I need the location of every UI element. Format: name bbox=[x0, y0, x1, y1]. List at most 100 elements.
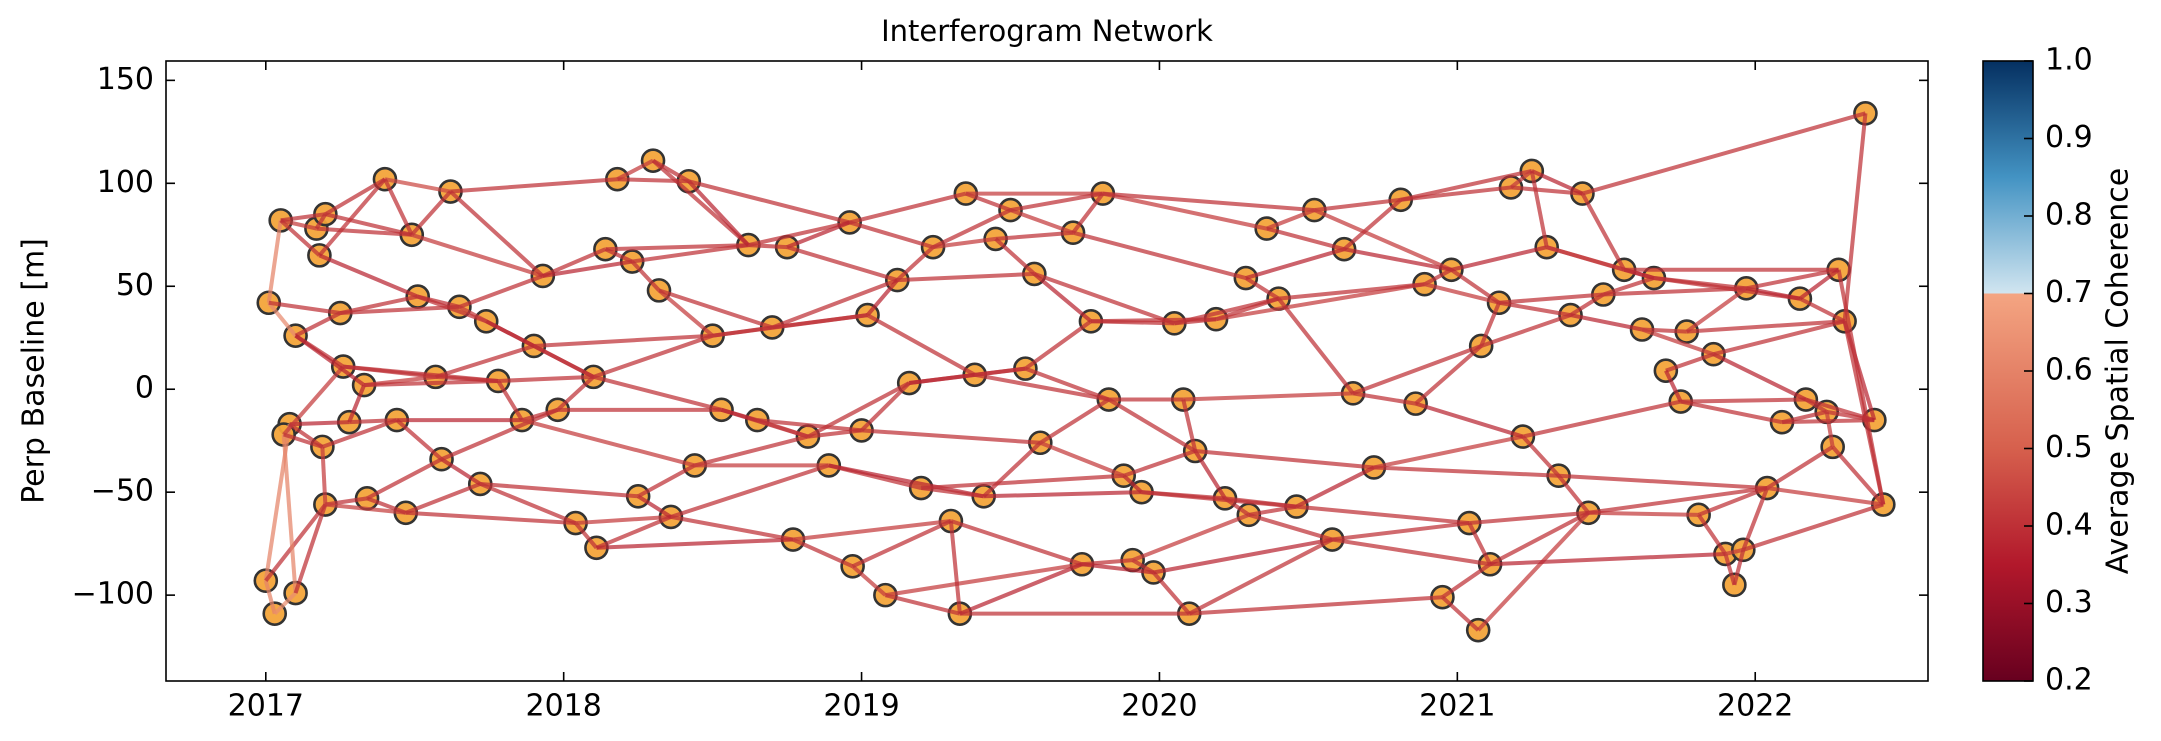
interferogram-edge bbox=[521, 407, 559, 423]
interferogram-edge bbox=[450, 177, 618, 194]
interferogram-edge bbox=[521, 418, 696, 468]
interferogram-edge bbox=[279, 218, 321, 257]
interferogram-edge bbox=[339, 294, 419, 315]
interferogram-edge bbox=[1224, 496, 1297, 509]
interferogram-edge bbox=[449, 190, 545, 278]
interferogram-edge bbox=[771, 313, 868, 330]
interferogram-edge bbox=[440, 407, 559, 462]
interferogram-edge bbox=[983, 490, 1142, 499]
interferogram-edge bbox=[1588, 486, 1768, 515]
colorbar-tick-label: 0.5 bbox=[2045, 430, 2093, 465]
interferogram-edge bbox=[1183, 391, 1354, 402]
interferogram-edge bbox=[1570, 313, 1643, 332]
x-tick-label: 2017 bbox=[228, 689, 304, 724]
interferogram-edge bbox=[435, 374, 499, 383]
interferogram-edge bbox=[694, 434, 809, 468]
interferogram-edge bbox=[1588, 510, 1699, 517]
interferogram-edge bbox=[283, 432, 323, 449]
interferogram-edge bbox=[757, 418, 862, 433]
interferogram-edge bbox=[1665, 352, 1715, 373]
interferogram-edge bbox=[383, 178, 414, 236]
interferogram-edge bbox=[1009, 208, 1074, 235]
y-tick-label: −100 bbox=[72, 577, 154, 612]
plot-area bbox=[165, 60, 1929, 682]
interferogram-edge bbox=[897, 271, 1035, 283]
interferogram-edge bbox=[1836, 269, 1886, 505]
interferogram-edge bbox=[1732, 549, 1746, 586]
interferogram-edge bbox=[885, 562, 1083, 598]
interferogram-edge bbox=[658, 288, 773, 330]
interferogram-edge bbox=[364, 378, 499, 388]
interferogram-edge bbox=[1244, 276, 1280, 301]
interferogram-edge bbox=[1295, 465, 1375, 509]
interferogram-edge bbox=[948, 520, 962, 614]
interferogram-edge bbox=[1331, 521, 1470, 542]
interferogram-edge bbox=[1680, 397, 1806, 404]
colorbar-tick-label: 0.9 bbox=[2045, 120, 2093, 155]
interferogram-edge bbox=[294, 311, 342, 338]
interferogram-edge bbox=[1107, 397, 1197, 453]
interferogram-edge bbox=[1033, 272, 1093, 323]
interferogram-edge bbox=[280, 212, 326, 223]
interferogram-edge bbox=[1039, 440, 1125, 478]
interferogram-edge bbox=[1188, 537, 1334, 616]
interferogram-edge bbox=[1580, 192, 1626, 271]
interferogram-edge bbox=[1798, 268, 1840, 301]
interferogram-edge bbox=[480, 481, 639, 499]
interferogram-edge bbox=[1766, 445, 1834, 490]
interferogram-edge bbox=[1557, 474, 1590, 515]
colorbar-tick-label: 0.6 bbox=[2045, 353, 2093, 388]
interferogram-edge bbox=[496, 379, 524, 422]
network bbox=[253, 101, 1896, 643]
interferogram-edge bbox=[1024, 366, 1110, 402]
interferogram-edge bbox=[533, 333, 713, 348]
interferogram-edge bbox=[807, 428, 862, 439]
interferogram-edge bbox=[1131, 512, 1250, 562]
interferogram-edge bbox=[1723, 553, 1737, 586]
interferogram-edge bbox=[974, 366, 1026, 377]
interferogram-edge bbox=[1476, 511, 1590, 632]
interferogram-edge bbox=[1414, 344, 1483, 406]
x-tick-label: 2021 bbox=[1419, 689, 1495, 724]
interferogram-edge bbox=[325, 502, 407, 515]
interferogram-edge bbox=[1215, 282, 1425, 322]
interferogram-edge bbox=[1248, 504, 1297, 517]
interferogram-edge bbox=[1450, 245, 1548, 272]
interferogram-edge bbox=[807, 381, 911, 439]
interferogram-edge bbox=[792, 537, 854, 569]
interferogram-edge bbox=[1641, 327, 1715, 357]
interferogram-edge bbox=[1195, 449, 1375, 470]
interferogram-edge bbox=[1193, 449, 1227, 500]
interferogram-edge bbox=[1510, 185, 1583, 196]
interferogram-edge bbox=[1696, 513, 1728, 556]
interferogram-edge bbox=[965, 191, 1012, 212]
interferogram-edge bbox=[1824, 411, 1835, 448]
interferogram-edge bbox=[1842, 113, 1868, 322]
interferogram-edge bbox=[1799, 296, 1846, 324]
interferogram-edge bbox=[405, 482, 481, 515]
interferogram-edge bbox=[1024, 319, 1093, 371]
interferogram-edge bbox=[895, 245, 935, 282]
y-axis-label: Perp Baseline [m] bbox=[17, 238, 52, 504]
interferogram-edge bbox=[1189, 595, 1443, 616]
interferogram-edge bbox=[1664, 369, 1683, 403]
interferogram-edge bbox=[1081, 562, 1154, 575]
interferogram-edge bbox=[974, 372, 1110, 402]
interferogram-edge bbox=[786, 220, 851, 250]
interferogram-edge bbox=[1415, 401, 1524, 439]
interferogram-edge bbox=[1342, 198, 1403, 251]
interferogram-edge bbox=[616, 158, 654, 181]
interferogram-edge bbox=[605, 243, 749, 252]
interferogram-edge bbox=[950, 519, 1083, 567]
interferogram-edge bbox=[264, 503, 327, 582]
interferogram-edge bbox=[293, 503, 328, 594]
interferogram-edge bbox=[1498, 292, 1604, 305]
interferogram-edge bbox=[1123, 449, 1196, 478]
x-tick-label: 2019 bbox=[823, 689, 899, 724]
interferogram-edge bbox=[347, 384, 366, 423]
interferogram-edge bbox=[384, 177, 451, 194]
interferogram-edge bbox=[411, 232, 544, 278]
interferogram-edge bbox=[637, 494, 672, 519]
interferogram-edge bbox=[1498, 300, 1571, 318]
interferogram-edge bbox=[263, 580, 277, 615]
